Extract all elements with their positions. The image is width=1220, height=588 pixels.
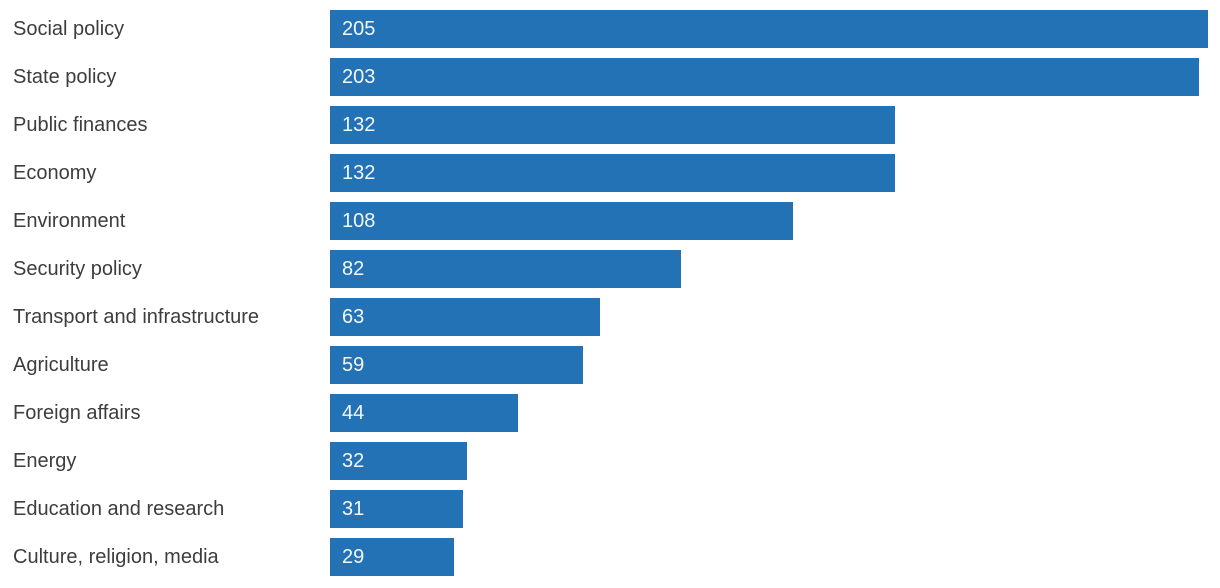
category-label: State policy	[13, 66, 117, 88]
bar-track: 31	[330, 490, 1208, 528]
chart-row: Public finances 132	[0, 101, 1220, 149]
value-label: 31	[342, 497, 365, 520]
value-label: 82	[342, 257, 365, 280]
bar-track: 63	[330, 298, 1208, 336]
chart-row: Foreign affairs 44	[0, 389, 1220, 437]
bar: 32	[330, 442, 468, 480]
bar: 132	[330, 106, 896, 144]
chart-row: Economy 132	[0, 149, 1220, 197]
value-label: 108	[342, 209, 376, 232]
bar: 29	[330, 538, 455, 576]
bar-track: 132	[330, 106, 1208, 144]
category-label: Security policy	[13, 258, 142, 280]
chart-row: Energy 32	[0, 437, 1220, 485]
category-label: Public finances	[13, 114, 148, 136]
value-label: 29	[342, 545, 365, 568]
bar-track: 29	[330, 538, 1208, 576]
bar: 63	[330, 298, 600, 336]
bar: 44	[330, 394, 519, 432]
category-label: Foreign affairs	[13, 402, 141, 424]
bar: 31	[330, 490, 463, 528]
chart-row: Culture, religion, media 29	[0, 533, 1220, 581]
category-label: Education and research	[13, 498, 225, 520]
bar-track: 59	[330, 346, 1208, 384]
category-label: Economy	[13, 162, 97, 184]
chart-row: Environment 108	[0, 197, 1220, 245]
chart-row: Agriculture 59	[0, 341, 1220, 389]
category-label: Culture, religion, media	[13, 546, 219, 568]
value-label: 32	[342, 449, 365, 472]
bar-track: 132	[330, 154, 1208, 192]
bar-track: 203	[330, 58, 1208, 96]
category-label: Environment	[13, 210, 126, 232]
chart-row: State policy 203	[0, 53, 1220, 101]
bar: 205	[330, 10, 1208, 48]
category-label: Transport and infrastructure	[13, 306, 260, 328]
category-label: Energy	[13, 450, 77, 472]
bar-track: 32	[330, 442, 1208, 480]
value-label: 44	[342, 401, 365, 424]
value-label: 132	[342, 113, 376, 136]
bar-track: 82	[330, 250, 1208, 288]
category-label: Agriculture	[13, 354, 109, 376]
value-label: 63	[342, 305, 365, 328]
bar: 59	[330, 346, 583, 384]
chart-row: Social policy 205	[0, 5, 1220, 53]
chart-row: Security policy 82	[0, 245, 1220, 293]
bar-track: 205	[330, 10, 1208, 48]
bar: 132	[330, 154, 896, 192]
value-label: 205	[342, 17, 376, 40]
category-label: Social policy	[13, 18, 125, 40]
bar-track: 108	[330, 202, 1208, 240]
bar: 82	[330, 250, 682, 288]
chart-row: Education and research 31	[0, 485, 1220, 533]
bar: 203	[330, 58, 1200, 96]
value-label: 132	[342, 161, 376, 184]
chart-row: Transport and infrastructure 63	[0, 293, 1220, 341]
bar: 108	[330, 202, 793, 240]
value-label: 203	[342, 65, 376, 88]
bar-track: 44	[330, 394, 1208, 432]
value-label: 59	[342, 353, 365, 376]
